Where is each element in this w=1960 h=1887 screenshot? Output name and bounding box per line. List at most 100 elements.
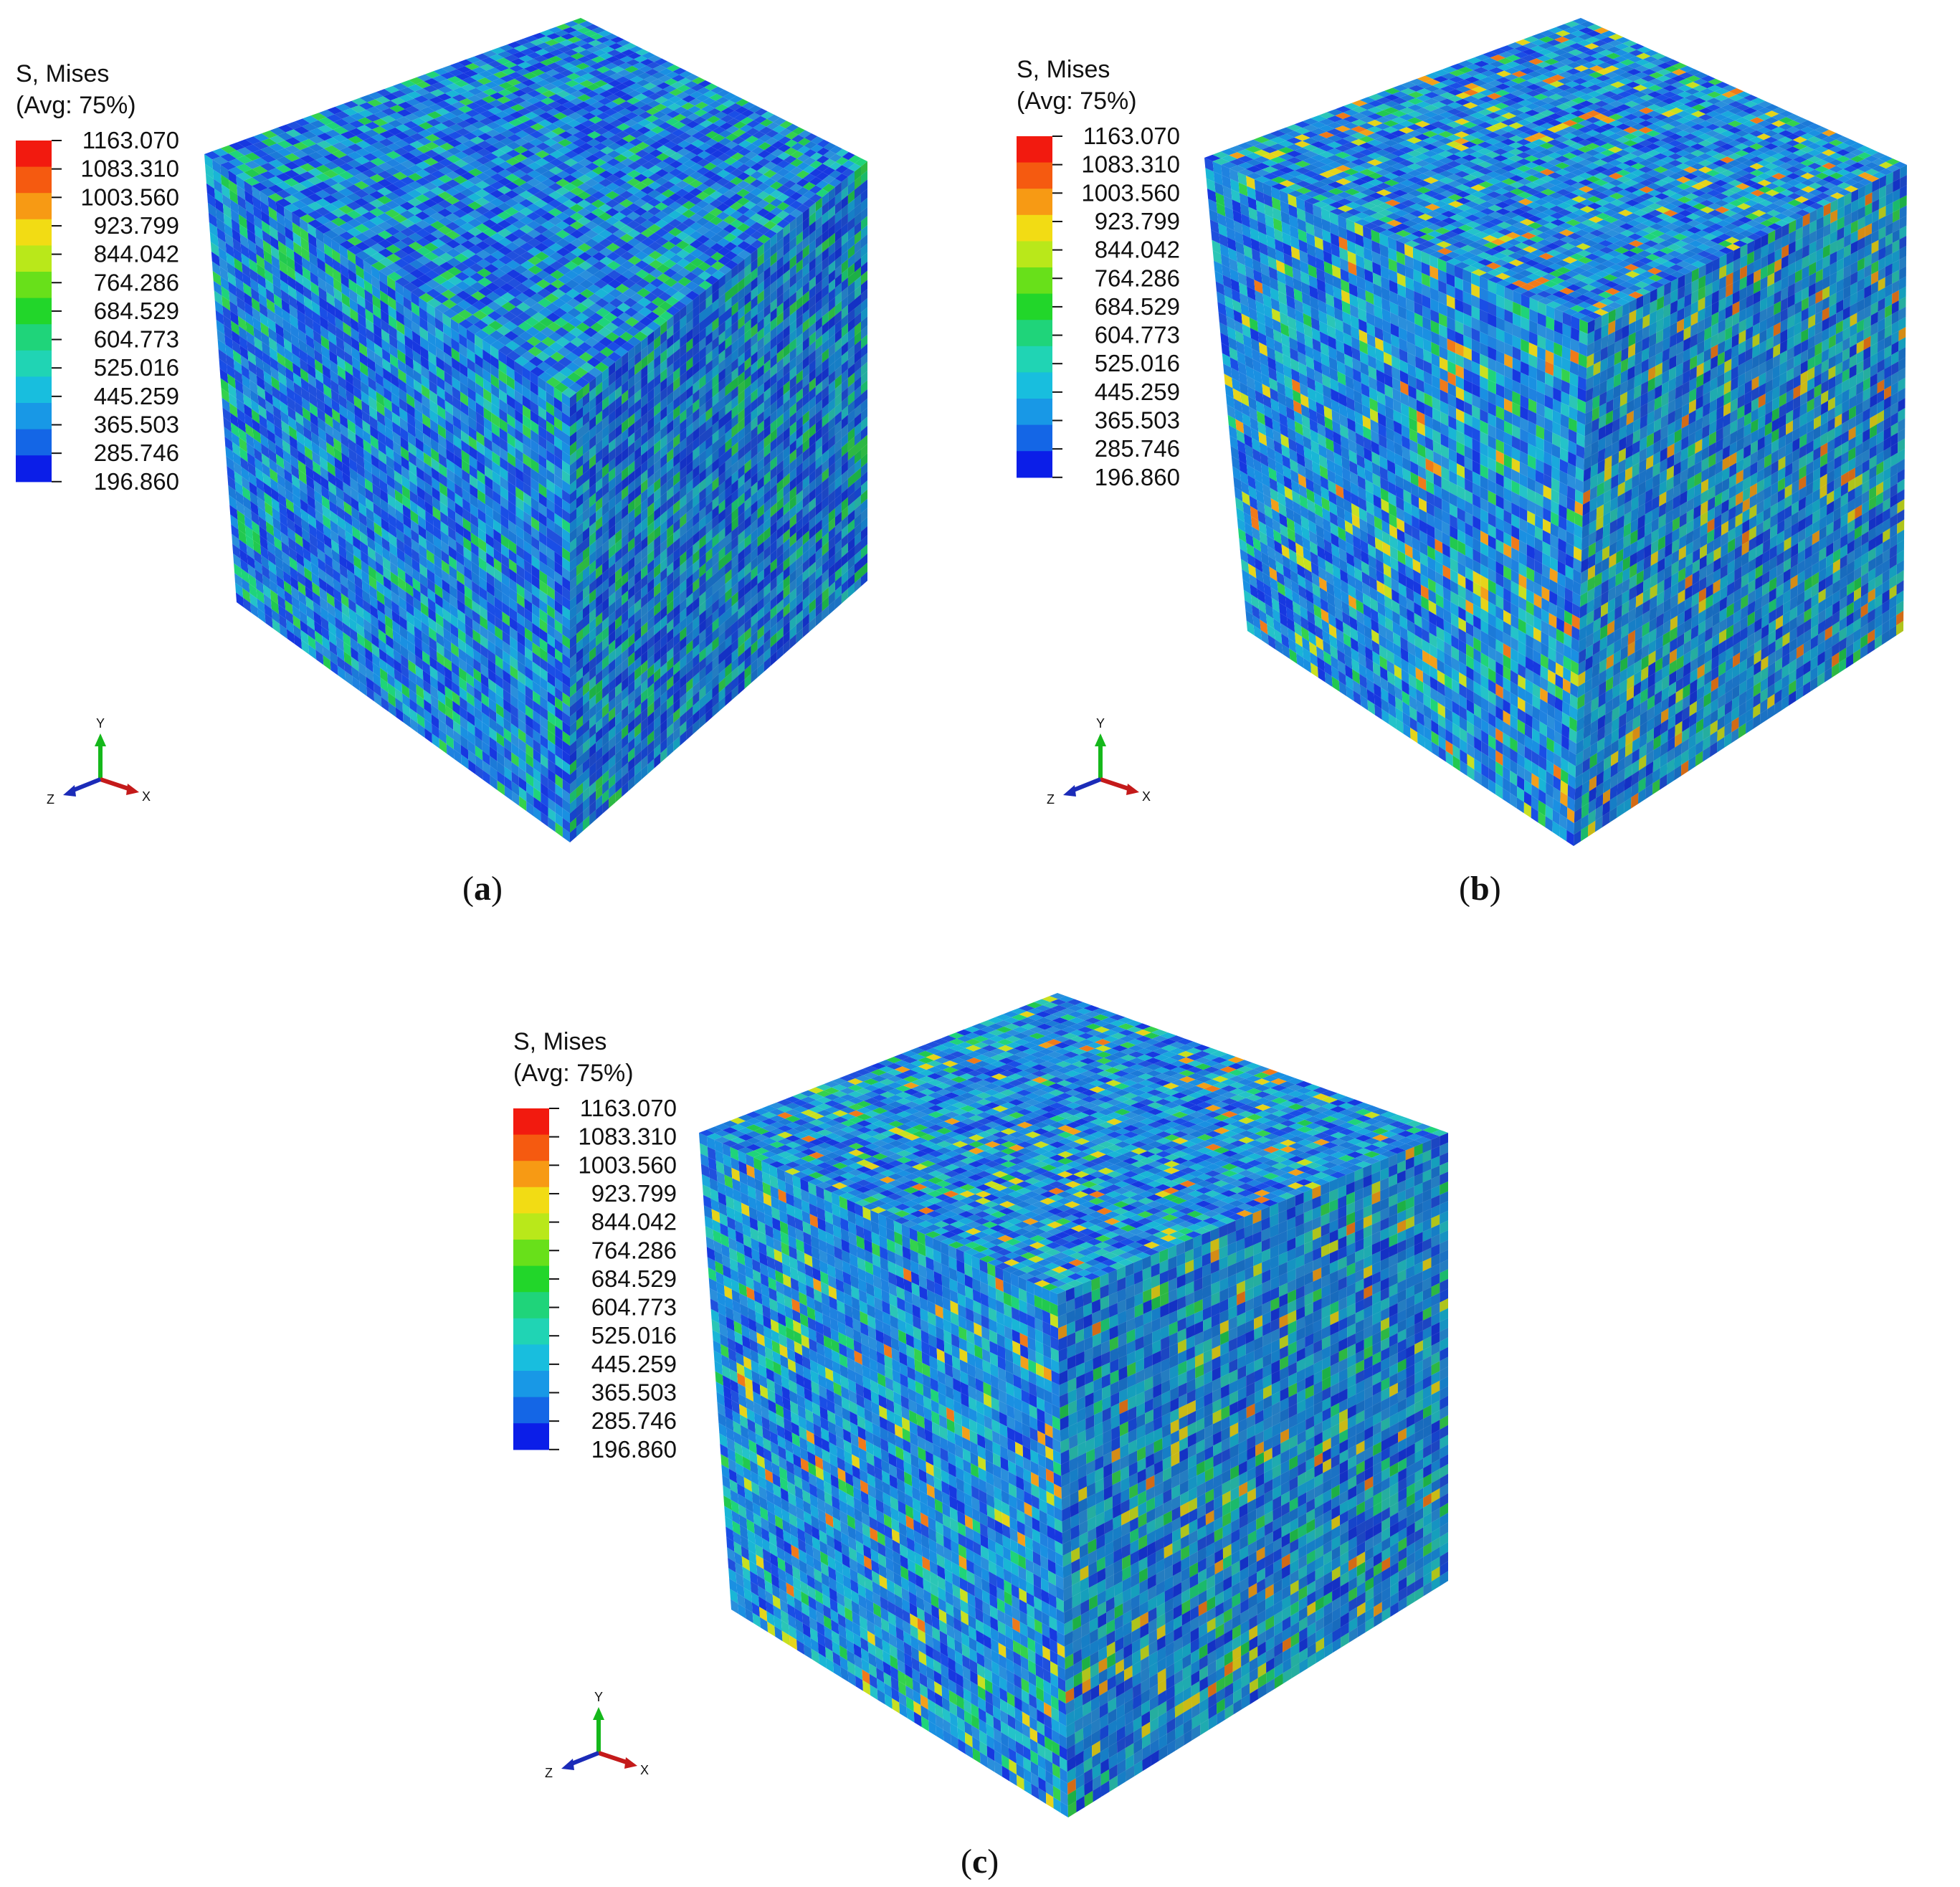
mesh-element [403, 713, 411, 728]
mesh-element [288, 425, 298, 441]
mesh-element [270, 468, 278, 483]
mesh-element [279, 260, 288, 275]
mesh-element [380, 667, 388, 683]
mesh-element [221, 174, 230, 190]
mesh-element [273, 414, 282, 430]
mesh-element [220, 164, 229, 180]
mesh-element [343, 632, 351, 647]
mesh-element [386, 644, 394, 659]
mesh-element [325, 422, 334, 438]
mesh-element [294, 261, 303, 276]
mesh-element [444, 361, 452, 377]
mesh-element [306, 344, 315, 359]
mesh-element [439, 472, 447, 488]
mesh-element [359, 521, 368, 537]
mesh-element [341, 593, 349, 609]
mesh-element [444, 381, 453, 396]
mesh-element [398, 576, 406, 592]
mesh-element [315, 369, 324, 384]
mesh-element [282, 318, 291, 334]
mesh-element [356, 453, 365, 469]
mesh-element [328, 631, 337, 647]
mesh-element [437, 414, 446, 429]
mesh-element [391, 591, 399, 607]
mesh-element [251, 287, 260, 303]
mesh-element [433, 535, 442, 551]
mesh-element [262, 574, 271, 590]
mesh-element [308, 223, 316, 238]
mesh-element [233, 553, 242, 569]
mesh-element [330, 650, 338, 666]
mesh-element [470, 513, 479, 528]
mesh-element [249, 491, 258, 507]
mesh-element [338, 544, 347, 560]
mesh-element [352, 356, 361, 371]
mesh-element [238, 427, 247, 443]
mesh-element [361, 381, 369, 396]
mesh-element [427, 578, 435, 594]
mesh-element [261, 453, 270, 468]
mesh-element [363, 260, 372, 275]
mesh-element [308, 383, 317, 399]
mesh-element [332, 418, 341, 434]
mesh-element [363, 429, 371, 445]
mesh-element [452, 690, 460, 706]
mesh-element [424, 472, 432, 487]
mesh-element [446, 743, 455, 759]
mesh-element [388, 503, 396, 519]
mesh-element [315, 358, 323, 374]
mesh-element [308, 232, 317, 248]
mesh-element [423, 680, 431, 695]
mesh-element [364, 289, 373, 305]
mesh-element [442, 598, 451, 614]
mesh-element [327, 461, 336, 477]
mesh-element [272, 618, 280, 634]
mesh-element [468, 416, 477, 432]
mesh-element [394, 659, 402, 674]
mesh-element [414, 408, 423, 424]
mesh-element [292, 614, 301, 630]
mesh-element [410, 500, 418, 515]
mesh-element [356, 274, 365, 290]
mesh-element [341, 433, 349, 449]
mesh-element [262, 462, 270, 478]
mesh-element [457, 609, 465, 624]
mesh-element [437, 395, 445, 410]
mesh-element [304, 305, 313, 320]
mesh-element [396, 330, 405, 345]
mesh-element [409, 708, 418, 723]
mesh-element [323, 524, 331, 540]
mesh-element [249, 379, 258, 395]
legend-value: 844.042 [94, 241, 179, 267]
mesh-element [422, 670, 431, 685]
mesh-element [209, 222, 218, 238]
mesh-element [437, 690, 446, 705]
mesh-element [219, 358, 228, 374]
mesh-element [232, 533, 240, 549]
mesh-element [289, 435, 298, 450]
mesh-element [253, 326, 262, 342]
mesh-element [225, 242, 234, 258]
mesh-element [285, 367, 294, 383]
mesh-element [370, 434, 379, 450]
mesh-element [325, 432, 334, 447]
legend-value: 285.746 [94, 439, 179, 466]
mesh-element [358, 313, 366, 328]
mesh-element [232, 228, 241, 244]
mesh-element [461, 439, 470, 455]
mesh-element [323, 393, 333, 409]
mesh-element [266, 531, 275, 546]
mesh-element [401, 465, 410, 481]
mesh-element [284, 469, 292, 484]
mesh-element [295, 542, 304, 558]
mesh-element [235, 582, 244, 598]
mesh-element [428, 607, 437, 623]
mesh-element [254, 447, 262, 463]
mesh-element [286, 619, 295, 634]
mesh-element [310, 281, 319, 297]
mesh-element [336, 326, 344, 342]
mesh-element [308, 634, 316, 650]
mesh-element [347, 409, 356, 424]
mesh-element [427, 597, 436, 613]
mesh-element [292, 222, 301, 237]
